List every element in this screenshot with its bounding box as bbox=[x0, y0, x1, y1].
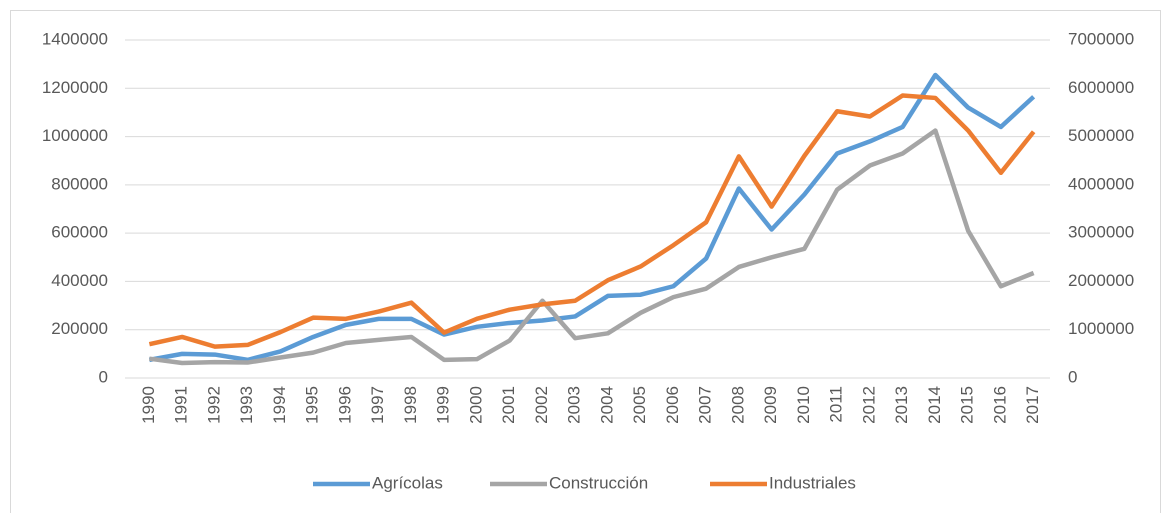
y2-tick-label: 1000000 bbox=[1068, 319, 1134, 338]
y2-tick-label: 5000000 bbox=[1068, 126, 1134, 145]
x-tick-label: 2014 bbox=[925, 386, 944, 424]
x-tick-label: 1996 bbox=[335, 386, 354, 424]
y-tick-label: 1000000 bbox=[42, 126, 108, 145]
x-tick-label: 2007 bbox=[696, 386, 715, 424]
x-tick-label: 1992 bbox=[204, 386, 223, 424]
series-line bbox=[148, 93, 1036, 349]
y-tick-label: 1400000 bbox=[42, 29, 108, 48]
x-tick-label: 1990 bbox=[139, 386, 158, 424]
y-tick-label: 600000 bbox=[51, 223, 108, 242]
legend-label: Construcción bbox=[549, 473, 648, 492]
x-tick-label: 2016 bbox=[990, 386, 1009, 424]
series-line bbox=[149, 128, 1035, 366]
x-tick-label: 1994 bbox=[270, 386, 289, 424]
x-tick-label: 2005 bbox=[630, 386, 649, 424]
x-tick-label: 2017 bbox=[1023, 386, 1042, 424]
x-tick-label: 2013 bbox=[892, 386, 911, 424]
legend-label: Industriales bbox=[769, 473, 856, 492]
x-tick-label: 2010 bbox=[794, 386, 813, 424]
y2-tick-label: 4000000 bbox=[1068, 174, 1134, 193]
x-tick-label: 2004 bbox=[597, 386, 616, 424]
x-tick-label: 1997 bbox=[368, 386, 387, 424]
x-tick-label: 2008 bbox=[728, 386, 747, 424]
x-tick-label: 1991 bbox=[172, 386, 191, 424]
y2-tick-label: 0 bbox=[1068, 367, 1077, 386]
x-tick-label: 2012 bbox=[859, 386, 878, 424]
y-tick-label: 200000 bbox=[51, 319, 108, 338]
y2-tick-label: 3000000 bbox=[1068, 223, 1134, 242]
x-tick-label: 1993 bbox=[237, 386, 256, 424]
x-tick-label: 2002 bbox=[532, 386, 551, 424]
series-line bbox=[148, 72, 1036, 363]
y2-tick-label: 6000000 bbox=[1068, 78, 1134, 97]
y2-tick-label: 7000000 bbox=[1068, 29, 1134, 48]
x-tick-label: 2000 bbox=[466, 386, 485, 424]
y2-tick-label: 2000000 bbox=[1068, 271, 1134, 290]
legend-label: Agrícolas bbox=[372, 473, 443, 492]
y-tick-label: 800000 bbox=[51, 174, 108, 193]
x-tick-label: 2003 bbox=[565, 386, 584, 424]
x-tick-label: 1995 bbox=[303, 386, 322, 424]
y-tick-label: 400000 bbox=[51, 271, 108, 290]
x-tick-label: 2001 bbox=[499, 386, 518, 424]
x-tick-label: 2011 bbox=[827, 386, 846, 423]
y-tick-label: 0 bbox=[99, 367, 108, 386]
x-tick-label: 1999 bbox=[434, 386, 453, 424]
y-tick-label: 1200000 bbox=[42, 78, 108, 97]
x-tick-label: 2009 bbox=[761, 386, 780, 424]
chart-border bbox=[10, 10, 1161, 518]
x-tick-label: 2015 bbox=[958, 386, 977, 424]
x-tick-label: 1998 bbox=[401, 386, 420, 424]
x-tick-label: 2006 bbox=[663, 386, 682, 424]
